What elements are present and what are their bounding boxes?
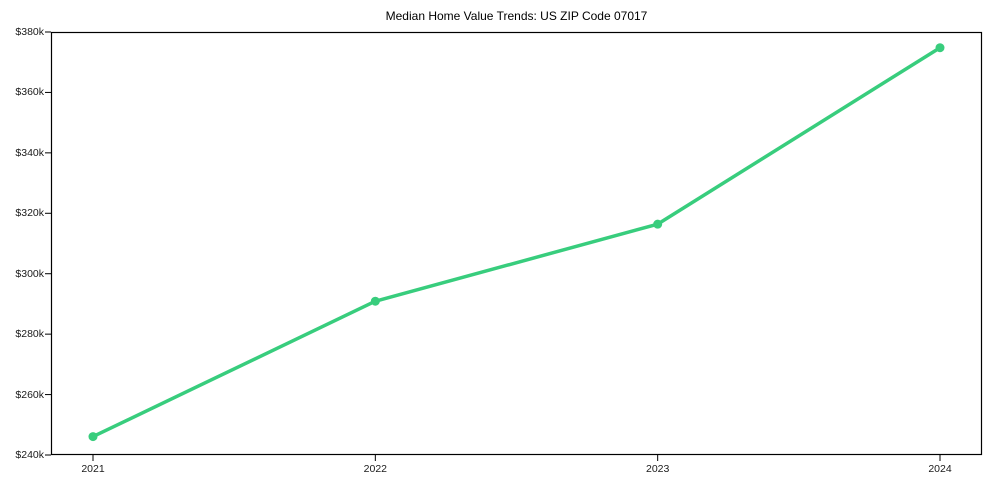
data-point-marker: [935, 43, 945, 53]
y-tick-label: $360k: [15, 86, 44, 99]
axes-frame: [50, 31, 983, 456]
chart-title: Median Home Value Trends: US ZIP Code 07…: [385, 9, 648, 23]
trend-line: [91, 45, 942, 439]
y-tick-label: $280k: [15, 328, 44, 341]
y-tick-label: $340k: [15, 146, 44, 159]
y-tick-label: $300k: [15, 267, 44, 280]
data-point-marker: [88, 432, 98, 442]
y-tick-label: $240k: [15, 449, 44, 461]
data-point-marker: [653, 219, 663, 229]
x-tick-label: 2022: [363, 463, 388, 475]
x-tick-label: 2021: [81, 463, 105, 475]
y-tick-label: $380k: [15, 26, 44, 38]
y-tick-label: $260k: [15, 388, 44, 401]
y-tick-label: $320k: [15, 207, 44, 220]
x-tick-label: 2024: [928, 463, 952, 475]
x-tick-label: 2023: [645, 463, 670, 475]
data-point-marker: [370, 296, 380, 306]
